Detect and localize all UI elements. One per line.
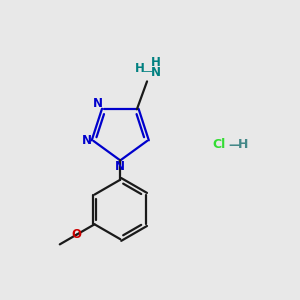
Text: O: O xyxy=(71,228,82,241)
Text: N: N xyxy=(115,160,125,173)
Text: N: N xyxy=(82,134,92,147)
Text: H: H xyxy=(135,62,145,75)
Text: H: H xyxy=(151,56,161,69)
Text: N: N xyxy=(93,98,103,110)
Text: Cl: Cl xyxy=(212,138,226,151)
Text: N: N xyxy=(151,66,161,79)
Text: —: — xyxy=(229,139,241,152)
Text: H: H xyxy=(238,138,248,151)
Text: —: — xyxy=(142,66,152,76)
